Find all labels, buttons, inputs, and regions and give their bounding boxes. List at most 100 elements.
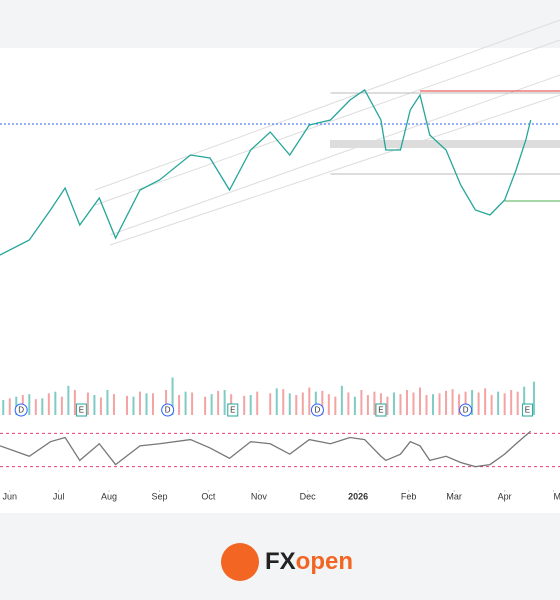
volume-bar — [353, 396, 356, 415]
event-label: D — [18, 406, 24, 415]
volume-bar — [425, 395, 428, 415]
volume-bar — [477, 392, 480, 415]
event-badge — [161, 403, 175, 417]
event-label: E — [525, 406, 530, 415]
volume-bar — [366, 395, 369, 415]
event-badge — [310, 403, 324, 417]
x-tick-label: 2026 — [348, 491, 368, 501]
volume-bar — [497, 391, 500, 415]
x-tick-label: Nov — [251, 491, 268, 501]
volume-bar — [360, 390, 363, 415]
volume-bar — [8, 398, 11, 415]
series-line — [0, 430, 532, 468]
x-tick-label: Dec — [300, 491, 317, 501]
logo-text: FXopen — [265, 548, 353, 575]
volume-bar — [438, 393, 441, 415]
volume-bar — [54, 391, 57, 415]
volume-bar — [532, 381, 535, 415]
volume-bar — [34, 399, 37, 415]
event-label: E — [230, 406, 235, 415]
volume-bar — [419, 387, 421, 415]
volume-bar — [308, 387, 311, 415]
volume-bar — [249, 395, 252, 415]
event-badge — [75, 403, 87, 417]
volume-bar — [516, 391, 519, 415]
volume-bar — [445, 390, 448, 415]
volume-bar — [510, 390, 513, 415]
volume-bar — [47, 393, 50, 415]
x-tick-label: Feb — [401, 491, 417, 501]
logo: FXopen — [221, 543, 353, 581]
volume-bar — [471, 390, 474, 415]
volume-bar — [484, 388, 487, 415]
volume-bar — [256, 391, 259, 415]
volume-bar — [210, 394, 213, 415]
volume-bar — [314, 391, 317, 415]
volume-bar — [178, 395, 181, 415]
event-label: D — [463, 406, 469, 415]
volume-bar — [321, 390, 324, 415]
volume-bar — [464, 391, 467, 415]
volume-bar — [405, 390, 408, 415]
event-label: D — [165, 406, 171, 415]
volume-bar — [217, 390, 220, 415]
chart-area — [0, 48, 560, 513]
volume-bar — [275, 388, 278, 415]
volume-bar — [432, 394, 435, 415]
x-tick-label: Aug — [101, 491, 117, 501]
x-tick-label: Mar — [446, 491, 462, 501]
x-tick-label: Jun — [3, 491, 18, 501]
volume-bar — [99, 397, 102, 415]
volume-bar — [373, 391, 376, 415]
event-label: E — [378, 406, 383, 415]
volume-bar — [243, 395, 246, 415]
volume-bar — [412, 392, 415, 415]
volume-bar — [41, 398, 44, 415]
volume-bar — [223, 390, 226, 415]
volume-bar — [171, 377, 174, 415]
x-tick-label: Oct — [201, 491, 216, 501]
volume-bar — [132, 396, 135, 415]
volume-bar — [112, 394, 115, 415]
volume-bar — [60, 396, 63, 415]
x-tick-label: Sep — [152, 491, 168, 501]
x-tick-label: Apr — [498, 491, 512, 501]
volume-bar — [86, 392, 89, 415]
volume-bar — [392, 392, 395, 415]
volume-bar — [145, 393, 148, 415]
logo-open: open — [296, 548, 353, 575]
volume-bar — [334, 396, 337, 415]
volume-bar — [165, 390, 168, 415]
volume-bar — [73, 390, 76, 415]
volume-bar — [347, 392, 350, 415]
series-line — [0, 89, 532, 256]
event-badge — [521, 403, 533, 417]
volume-bar — [67, 385, 70, 415]
volume-bar — [490, 395, 493, 415]
volume-bar — [451, 389, 454, 415]
volume-bar — [523, 386, 526, 415]
logo-icon — [221, 543, 259, 581]
volume-bar — [282, 389, 285, 415]
zone — [330, 140, 560, 148]
event-label: D — [315, 406, 321, 415]
volume-bar — [204, 396, 207, 415]
x-tick-label: Ma — [553, 491, 560, 501]
event-label: E — [79, 406, 84, 415]
volume-bar — [2, 400, 5, 415]
volume-bar — [28, 394, 31, 415]
volume-bar — [191, 392, 194, 415]
volume-bar — [269, 393, 272, 415]
trend-channel — [94, 19, 560, 246]
event-badge — [375, 403, 387, 417]
event-badge — [14, 403, 28, 417]
volume-bar — [184, 391, 187, 415]
volume-bar — [327, 394, 330, 415]
volume-bar — [139, 391, 141, 415]
volume-bar — [152, 393, 155, 415]
volume-bar — [288, 393, 291, 415]
volume-bar — [295, 395, 298, 415]
event-badge — [227, 403, 239, 417]
